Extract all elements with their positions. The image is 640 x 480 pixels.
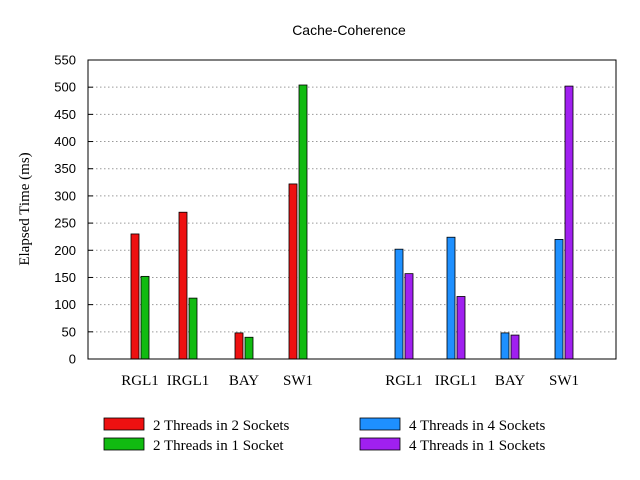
x-tick-label: IRGL1 — [167, 373, 210, 389]
y-tick-label: 250 — [54, 216, 76, 231]
bar-bay-1-2 — [244, 336, 254, 360]
bar-irgl1-2-2 — [456, 296, 466, 360]
y-tick-label: 400 — [54, 134, 76, 149]
x-tick-label: RGL1 — [385, 373, 423, 389]
y-tick-label: 350 — [54, 161, 76, 176]
x-tick-label: BAY — [229, 373, 259, 389]
bar-sw1-2-2 — [564, 85, 574, 360]
bar-bay-2-2 — [510, 334, 520, 360]
y-tick-label: 550 — [54, 53, 76, 68]
plot-frame — [87, 59, 617, 360]
bar-rgl1-1-1 — [130, 233, 140, 360]
y-tick-label: 300 — [54, 188, 76, 203]
bar-rgl1-2-1 — [394, 248, 404, 360]
legend-swatch — [359, 417, 401, 431]
legend-label: 2 Threads in 1 Socket — [153, 438, 284, 454]
legend-label: 2 Threads in 2 Sockets — [153, 418, 290, 434]
y-axis-label: Elapsed Time (ms) — [17, 152, 33, 265]
legend-swatch — [103, 417, 145, 431]
y-tick-label: 0 — [69, 352, 76, 367]
x-tick-labels: RGL1 IRGL1 BAY SW1 RGL1 IRGL1 BAY SW1 — [121, 373, 579, 389]
y-tick-labels: 0 50 100 150 200 250 300 350 400 450 500 550 — [54, 53, 93, 367]
bar-rgl1-1-2 — [140, 275, 150, 360]
bar-irgl1-2-1 — [446, 236, 456, 360]
y-tick-label: 450 — [54, 107, 76, 122]
bar-irgl1-1-1 — [178, 211, 188, 360]
x-tick-label: RGL1 — [121, 373, 159, 389]
bar-bay-2-1 — [500, 332, 510, 360]
y-tick-label: 50 — [62, 324, 76, 339]
grid — [88, 86, 616, 333]
legend-label: 4 Threads in 1 Sockets — [409, 438, 546, 454]
x-tick-label: SW1 — [283, 373, 313, 389]
legend-swatch — [359, 437, 401, 451]
bars — [130, 84, 574, 360]
y-tick-label: 150 — [54, 270, 76, 285]
bar-rgl1-2-2 — [404, 273, 414, 360]
y-tick-label: 500 — [54, 80, 76, 95]
x-tick-label: SW1 — [549, 373, 579, 389]
x-tick-label: BAY — [495, 373, 525, 389]
bar-bay-1-1 — [234, 332, 244, 360]
bar-sw1-1-2 — [298, 84, 308, 360]
legend-swatch — [103, 437, 145, 451]
x-tick-label: IRGL1 — [435, 373, 478, 389]
y-tick-label: 100 — [54, 297, 76, 312]
y-tick-label: 200 — [54, 243, 76, 258]
chart-title: Cache-Coherence — [292, 22, 406, 38]
bar-irgl1-1-2 — [188, 297, 198, 360]
bar-sw1-1-1 — [288, 183, 298, 360]
legend: 2 Threads in 2 Sockets 2 Threads in 1 Soc… — [103, 417, 546, 454]
bar-sw1-2-1 — [554, 238, 564, 360]
legend-label: 4 Threads in 4 Sockets — [409, 418, 546, 434]
